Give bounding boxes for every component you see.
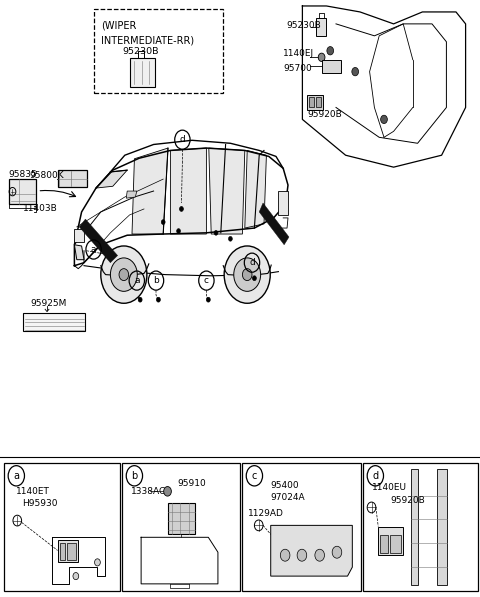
FancyBboxPatch shape xyxy=(322,60,341,73)
Circle shape xyxy=(110,258,137,291)
Polygon shape xyxy=(209,148,245,234)
FancyBboxPatch shape xyxy=(363,463,478,591)
Text: a: a xyxy=(13,471,19,481)
Circle shape xyxy=(73,573,79,580)
FancyBboxPatch shape xyxy=(9,179,36,204)
Circle shape xyxy=(206,297,210,302)
FancyBboxPatch shape xyxy=(316,97,321,107)
FancyBboxPatch shape xyxy=(122,463,240,591)
Polygon shape xyxy=(79,219,118,263)
Polygon shape xyxy=(271,525,352,576)
Text: 95230B: 95230B xyxy=(122,47,159,57)
FancyBboxPatch shape xyxy=(58,540,78,562)
Circle shape xyxy=(280,549,290,561)
FancyBboxPatch shape xyxy=(74,229,84,242)
FancyBboxPatch shape xyxy=(130,58,155,87)
Text: b: b xyxy=(153,276,159,285)
Circle shape xyxy=(352,67,359,76)
FancyBboxPatch shape xyxy=(4,463,120,591)
Circle shape xyxy=(327,47,334,55)
FancyBboxPatch shape xyxy=(390,535,401,553)
Circle shape xyxy=(180,207,183,211)
Circle shape xyxy=(234,258,261,291)
Text: H95930: H95930 xyxy=(22,498,58,508)
FancyBboxPatch shape xyxy=(242,463,361,591)
Circle shape xyxy=(101,246,147,303)
Polygon shape xyxy=(126,191,137,198)
Circle shape xyxy=(164,487,171,496)
FancyBboxPatch shape xyxy=(307,95,323,110)
FancyBboxPatch shape xyxy=(411,469,418,585)
Polygon shape xyxy=(259,203,289,245)
Text: c: c xyxy=(204,276,209,285)
Text: 95835: 95835 xyxy=(9,170,37,180)
FancyBboxPatch shape xyxy=(60,543,65,560)
Text: 97024A: 97024A xyxy=(271,493,305,502)
Circle shape xyxy=(297,549,307,561)
Circle shape xyxy=(119,269,129,281)
FancyBboxPatch shape xyxy=(380,535,388,553)
Circle shape xyxy=(156,297,160,302)
Text: 95910: 95910 xyxy=(177,479,206,488)
Circle shape xyxy=(224,246,270,303)
Polygon shape xyxy=(74,245,84,260)
Text: 1140EJ: 1140EJ xyxy=(283,49,314,59)
Text: 95920B: 95920B xyxy=(391,496,425,505)
Text: d: d xyxy=(180,135,185,144)
Text: d: d xyxy=(372,471,378,481)
Text: (WIPER: (WIPER xyxy=(101,21,136,31)
Text: 1129AD: 1129AD xyxy=(248,509,284,518)
Circle shape xyxy=(332,546,342,558)
FancyBboxPatch shape xyxy=(437,469,447,585)
FancyBboxPatch shape xyxy=(168,503,195,534)
Circle shape xyxy=(214,230,218,235)
Text: a: a xyxy=(91,245,96,254)
Circle shape xyxy=(161,220,165,224)
FancyBboxPatch shape xyxy=(23,313,85,331)
Circle shape xyxy=(318,53,325,61)
Text: c: c xyxy=(252,471,257,481)
Text: INTERMEDIATE-RR): INTERMEDIATE-RR) xyxy=(101,36,194,46)
Text: 95800K: 95800K xyxy=(30,171,64,180)
Text: d: d xyxy=(249,258,255,267)
FancyBboxPatch shape xyxy=(316,18,326,36)
Circle shape xyxy=(381,115,387,124)
Circle shape xyxy=(228,236,232,241)
FancyBboxPatch shape xyxy=(67,543,76,560)
Text: 95400: 95400 xyxy=(271,481,300,490)
Polygon shape xyxy=(245,150,266,228)
Text: a: a xyxy=(134,276,140,285)
Text: 95700: 95700 xyxy=(283,64,312,73)
Circle shape xyxy=(315,549,324,561)
FancyBboxPatch shape xyxy=(278,191,288,215)
Polygon shape xyxy=(170,148,206,234)
Text: 1338AC: 1338AC xyxy=(131,487,166,496)
Circle shape xyxy=(252,276,256,281)
FancyBboxPatch shape xyxy=(309,97,314,107)
Circle shape xyxy=(177,229,180,233)
Circle shape xyxy=(95,559,100,566)
Circle shape xyxy=(242,269,252,281)
Text: 95920B: 95920B xyxy=(307,110,342,119)
FancyBboxPatch shape xyxy=(58,170,87,187)
Text: 11403B: 11403B xyxy=(23,204,58,214)
Text: 95925M: 95925M xyxy=(30,298,67,308)
Text: b: b xyxy=(131,471,138,481)
Polygon shape xyxy=(96,170,127,188)
Polygon shape xyxy=(132,148,168,234)
Text: 95230B: 95230B xyxy=(286,21,321,30)
FancyBboxPatch shape xyxy=(378,527,403,555)
Text: 1140EU: 1140EU xyxy=(372,483,407,493)
Text: 1140ET: 1140ET xyxy=(16,487,50,496)
Circle shape xyxy=(138,297,142,302)
